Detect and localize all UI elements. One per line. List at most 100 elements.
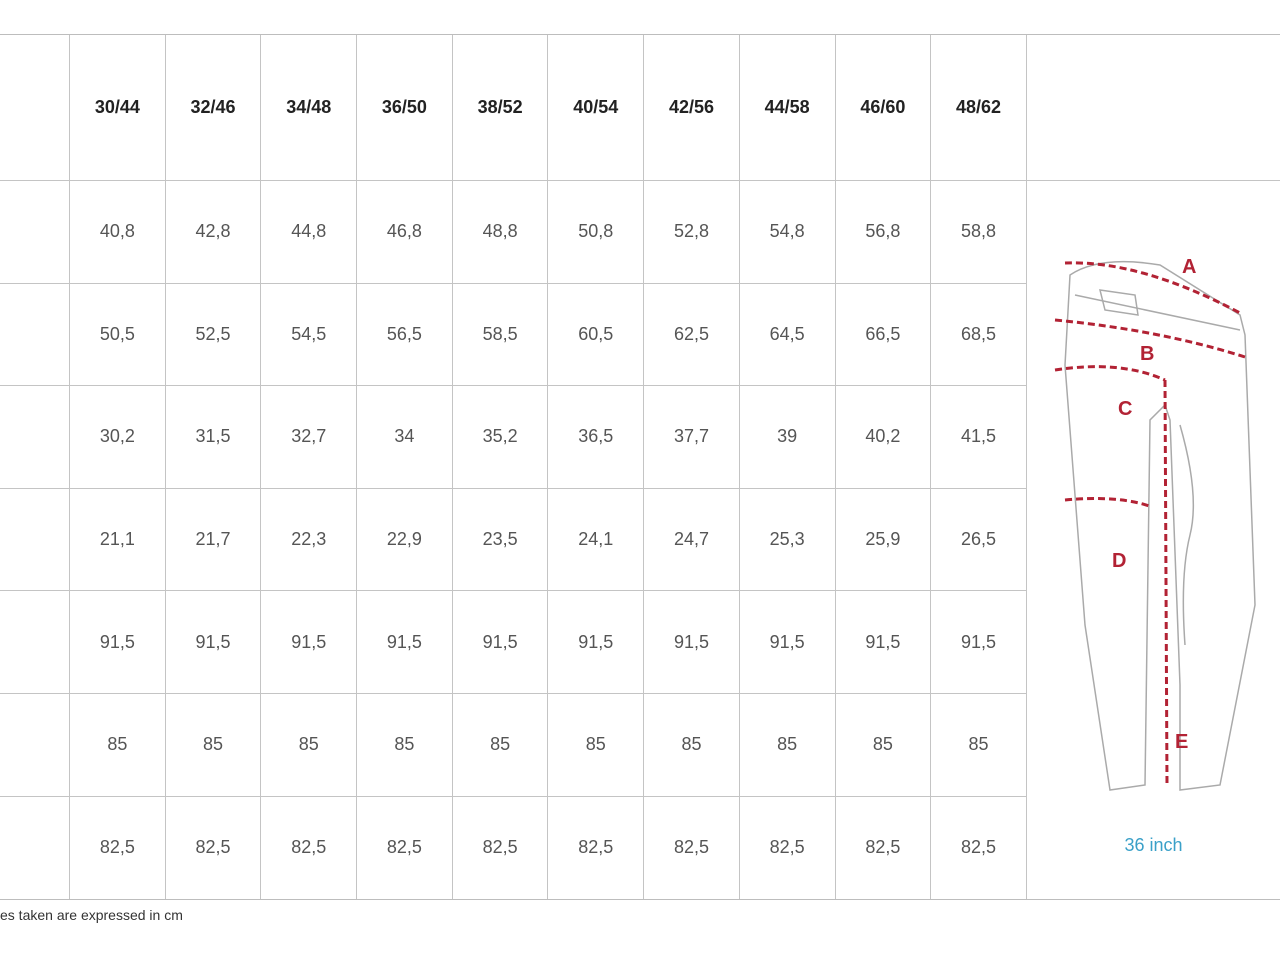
measure-line-b <box>1054 318 1246 359</box>
table-cell: 64,5 <box>739 283 836 387</box>
footnote: es taken are expressed in cm <box>0 907 183 923</box>
table-cell: 30,2 <box>70 386 166 489</box>
row-label-cell <box>0 591 70 694</box>
table-cell: 52,8 <box>644 181 740 284</box>
table-cell: 91,5 <box>644 591 740 694</box>
size-chart-table: 30/44 32/46 34/48 36/50 38/52 40/54 42/56 44/58… <box>0 34 1280 900</box>
label-b: B <box>1140 343 1154 365</box>
table-cell: 52,5 <box>165 283 262 387</box>
table-cell: 85 <box>452 693 549 797</box>
column-header: 42/56 <box>644 35 740 181</box>
row-label-cell <box>0 693 70 797</box>
table-cell: 21,7 <box>165 488 262 592</box>
table-cell: 85 <box>739 693 836 797</box>
column-header: 30/44 <box>70 35 166 181</box>
table-cell: 25,3 <box>739 488 836 592</box>
table-cell: 91,5 <box>835 591 932 694</box>
table-cell: 82,5 <box>548 796 645 900</box>
column-header: 46/60 <box>835 35 932 181</box>
table-cell: 39 <box>739 386 836 489</box>
row-label-cell <box>0 796 70 900</box>
table-cell: 56,8 <box>835 181 932 284</box>
row-label-cell <box>0 181 70 284</box>
measure-line-e <box>1163 379 1169 786</box>
table-cell: 62,5 <box>644 283 740 387</box>
table-cell: 82,5 <box>261 796 358 900</box>
table-cell: 82,5 <box>740 796 836 900</box>
table-cell: 91,5 <box>931 591 1027 694</box>
table-cell: 91,5 <box>739 591 836 694</box>
column-header: 36/50 <box>357 35 453 181</box>
column-header: 34/48 <box>261 35 358 181</box>
table-cell: 82,5 <box>166 796 262 900</box>
table-cell: 85 <box>548 693 645 797</box>
table-cell: 26,5 <box>931 488 1027 592</box>
table-cell: 37,7 <box>644 386 740 489</box>
table-cell: 44,8 <box>261 181 358 284</box>
table-cell: 82,5 <box>453 796 549 900</box>
table-cell: 68,5 <box>931 283 1027 387</box>
table-cell: 91,5 <box>165 591 262 694</box>
table-cell: 91,5 <box>70 591 166 694</box>
row-label-cell <box>0 386 70 489</box>
table-cell: 21,1 <box>70 488 166 592</box>
table-cell: 48,8 <box>452 181 549 284</box>
measure-line-c <box>1054 365 1166 382</box>
table-cell: 85 <box>835 693 932 797</box>
label-d: D <box>1112 550 1126 572</box>
label-a: A <box>1182 256 1196 278</box>
table-cell: 35,2 <box>452 386 549 489</box>
table-cell: 54,8 <box>739 181 836 284</box>
table-cell: 36,5 <box>548 386 645 489</box>
table-cell: 40,2 <box>835 386 932 489</box>
table-cell: 82,5 <box>644 796 740 900</box>
table-cell: 85 <box>644 693 740 797</box>
table-cell: 50,5 <box>70 283 166 387</box>
table-cell: 82,5 <box>357 796 453 900</box>
table-cell: 85 <box>931 693 1027 797</box>
table-cell: 25,9 <box>835 488 932 592</box>
table-cell: 24,7 <box>644 488 740 592</box>
table-cell: 60,5 <box>548 283 645 387</box>
table-cell: 91,5 <box>548 591 645 694</box>
table-cell: 54,5 <box>261 283 358 387</box>
corner-cell <box>0 35 70 181</box>
column-header: 44/58 <box>739 35 836 181</box>
figure-caption: 36 inch <box>1124 835 1183 855</box>
table-cell: 66,5 <box>835 283 932 387</box>
table-cell: 85 <box>70 693 166 797</box>
table-cell: 41,5 <box>931 386 1027 489</box>
measure-line-d <box>1064 497 1153 509</box>
label-e: E <box>1175 731 1188 753</box>
table-cell: 91,5 <box>357 591 453 694</box>
table-cell: 23,5 <box>452 488 549 592</box>
table-cell: 85 <box>357 693 453 797</box>
table-cell: 58,8 <box>931 181 1027 284</box>
table-cell: 91,5 <box>261 591 358 694</box>
row-label-cell <box>0 488 70 592</box>
table-cell: 85 <box>165 693 262 797</box>
table-cell: 22,3 <box>261 488 358 592</box>
table-cell: 58,5 <box>452 283 549 387</box>
table-cell: 42,8 <box>165 181 262 284</box>
table-cell: 24,1 <box>548 488 645 592</box>
column-header: 38/52 <box>452 35 549 181</box>
table-cell: 22,9 <box>357 488 453 592</box>
figure-header-cell <box>1027 35 1280 181</box>
row-label-cell <box>0 283 70 387</box>
label-c: C <box>1118 398 1132 420</box>
table-cell: 32,7 <box>261 386 358 489</box>
jeans-measurement-illustration: A B C D E <box>1054 256 1256 791</box>
table-cell: 31,5 <box>165 386 262 489</box>
table-cell: 82,5 <box>931 796 1027 900</box>
column-header: 48/62 <box>931 35 1027 181</box>
measure-line-a <box>1064 261 1241 315</box>
column-header: 40/54 <box>548 35 645 181</box>
table-cell: 50,8 <box>548 181 645 284</box>
size-grid: 30/44 32/46 34/48 36/50 38/52 40/54 42/56 44/58… <box>0 35 1027 900</box>
table-cell: 85 <box>261 693 358 797</box>
table-cell: 46,8 <box>357 181 453 284</box>
table-cell: 34 <box>357 386 453 489</box>
table-cell: 40,8 <box>70 181 166 284</box>
table-cell: 91,5 <box>452 591 549 694</box>
